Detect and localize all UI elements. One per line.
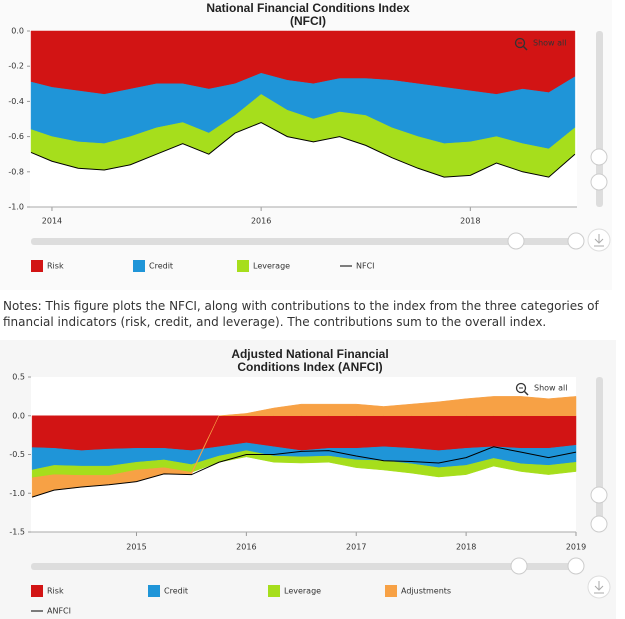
zoom-icon bbox=[523, 390, 529, 396]
line bbox=[31, 446, 577, 498]
x-tick-label: 2016 bbox=[251, 217, 271, 226]
y-tick-label: -0.4 bbox=[8, 97, 24, 106]
navigator[interactable] bbox=[31, 563, 577, 570]
area bbox=[31, 415, 577, 451]
download-icon bbox=[594, 234, 604, 247]
legend-swatch bbox=[148, 585, 160, 597]
x-tick-label: 2014 bbox=[42, 217, 62, 226]
legend-label[interactable]: Credit bbox=[149, 262, 173, 271]
scroll-handle[interactable] bbox=[590, 486, 608, 504]
y-tick-label: -0.8 bbox=[8, 167, 24, 176]
x-tick-label: 2017 bbox=[346, 543, 366, 552]
scroll-handle[interactable] bbox=[590, 173, 608, 191]
scroll-handle[interactable] bbox=[590, 515, 608, 533]
zoom-button[interactable]: Show all bbox=[533, 39, 566, 48]
zoom-icon bbox=[522, 45, 528, 51]
y-tick-label: -1.0 bbox=[9, 489, 25, 498]
legend-label[interactable]: NFCI bbox=[356, 262, 375, 271]
navigator-handle[interactable] bbox=[510, 557, 528, 575]
legend-label[interactable]: Leverage bbox=[284, 587, 321, 596]
legend-label[interactable]: Leverage bbox=[253, 262, 290, 271]
navigator-handle[interactable] bbox=[507, 232, 525, 250]
zoom-icon[interactable] bbox=[515, 382, 527, 394]
download-icon bbox=[594, 581, 604, 594]
x-tick-label: 2019 bbox=[566, 543, 586, 552]
legend-swatch bbox=[31, 260, 43, 272]
chart-title: Adjusted National Financial Conditions I… bbox=[231, 347, 389, 374]
x-tick-label: 2016 bbox=[236, 543, 256, 552]
line bbox=[30, 121, 576, 178]
legend-label[interactable]: Adjustments bbox=[401, 587, 451, 596]
legend-label[interactable]: ANFCI bbox=[47, 607, 71, 616]
y-tick-label: 0.0 bbox=[12, 411, 25, 420]
scroll-handle[interactable] bbox=[590, 148, 608, 166]
x-tick-label: 2015 bbox=[126, 543, 146, 552]
y-tick-label: -1.5 bbox=[9, 528, 25, 537]
x-tick-label: 2018 bbox=[456, 543, 476, 552]
notes: Notes: This figure plots the NFCI, along… bbox=[3, 299, 599, 329]
y-tick-label: -0.5 bbox=[9, 450, 25, 459]
zoom-button[interactable]: Show all bbox=[534, 384, 567, 393]
chart-title: National Financial Conditions Index (NFC… bbox=[206, 1, 410, 28]
y-tick-label: 0.5 bbox=[12, 373, 25, 382]
navigator-handle[interactable] bbox=[567, 557, 585, 575]
legend-swatch bbox=[133, 260, 145, 272]
y-tick-label: -0.2 bbox=[8, 62, 24, 71]
zoom-icon[interactable] bbox=[514, 37, 526, 49]
scrollbar[interactable] bbox=[596, 377, 603, 532]
y-tick-label: -1.0 bbox=[8, 203, 24, 212]
legend-swatch bbox=[237, 260, 249, 272]
navigator[interactable] bbox=[31, 238, 577, 245]
navigator-handle[interactable] bbox=[567, 232, 585, 250]
y-tick-label: -0.6 bbox=[8, 132, 24, 141]
legend-swatch bbox=[268, 585, 280, 597]
legend-label[interactable]: Risk bbox=[47, 262, 64, 271]
legend-label[interactable]: Risk bbox=[47, 587, 64, 596]
legend-swatch bbox=[385, 585, 397, 597]
y-tick-label: 0.0 bbox=[11, 27, 24, 36]
legend-swatch bbox=[31, 585, 43, 597]
legend-label[interactable]: Credit bbox=[164, 587, 188, 596]
x-tick-label: 2018 bbox=[460, 217, 480, 226]
